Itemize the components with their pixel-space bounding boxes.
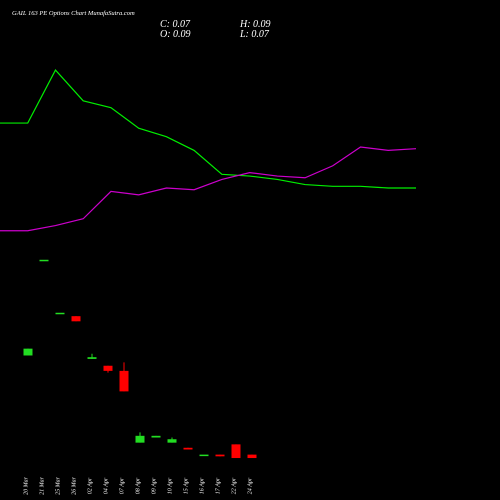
candle-body: [39, 259, 49, 262]
x-tick-label: 17 Apr: [215, 477, 221, 494]
low-label: L: 0.07: [239, 29, 270, 40]
candle-body: [247, 454, 257, 459]
x-tick-label: 21 Mar: [39, 476, 45, 494]
x-tick-label: 26 Mar: [71, 476, 77, 494]
x-tick-label: 15 Apr: [183, 477, 189, 494]
x-tick-label: 25 Mar: [55, 476, 61, 494]
x-tick-label: 22 Apr: [231, 477, 237, 494]
x-tick-label: 02 Apr: [87, 477, 93, 494]
x-tick-label: 24 Apr: [246, 477, 253, 494]
candle-body: [167, 439, 177, 443]
x-tick-label: 16 Apr: [199, 477, 205, 494]
open-label: O: 0.09: [160, 29, 191, 40]
x-tick-label: 07 Apr: [119, 477, 125, 494]
candle-body: [151, 435, 161, 438]
x-tick-label: 09 Apr: [151, 477, 157, 494]
candle-body: [103, 365, 113, 371]
x-tick-label: 04 Apr: [102, 477, 109, 494]
candle-body: [135, 435, 145, 443]
candle-body: [183, 447, 193, 450]
close-label: C: 0.07: [160, 19, 191, 30]
chart-title: GAIL 163 PE Options Chart MunafaSutra.co…: [12, 10, 135, 17]
x-tick-label: 08 Apr: [135, 477, 141, 494]
candle-body: [55, 312, 65, 315]
candle-body: [23, 348, 33, 356]
candle-body: [71, 316, 81, 322]
candle-body: [119, 370, 129, 392]
high-label: H: 0.09: [239, 19, 271, 30]
candle-body: [87, 357, 97, 359]
x-tick-label: 20 Mar: [23, 476, 29, 494]
x-tick-label: 10 Apr: [167, 477, 173, 494]
average-line: [0, 69, 416, 189]
candle-body: [215, 454, 225, 457]
candle-body: [199, 454, 209, 457]
average-line: [0, 146, 417, 232]
candle-body: [231, 444, 241, 459]
